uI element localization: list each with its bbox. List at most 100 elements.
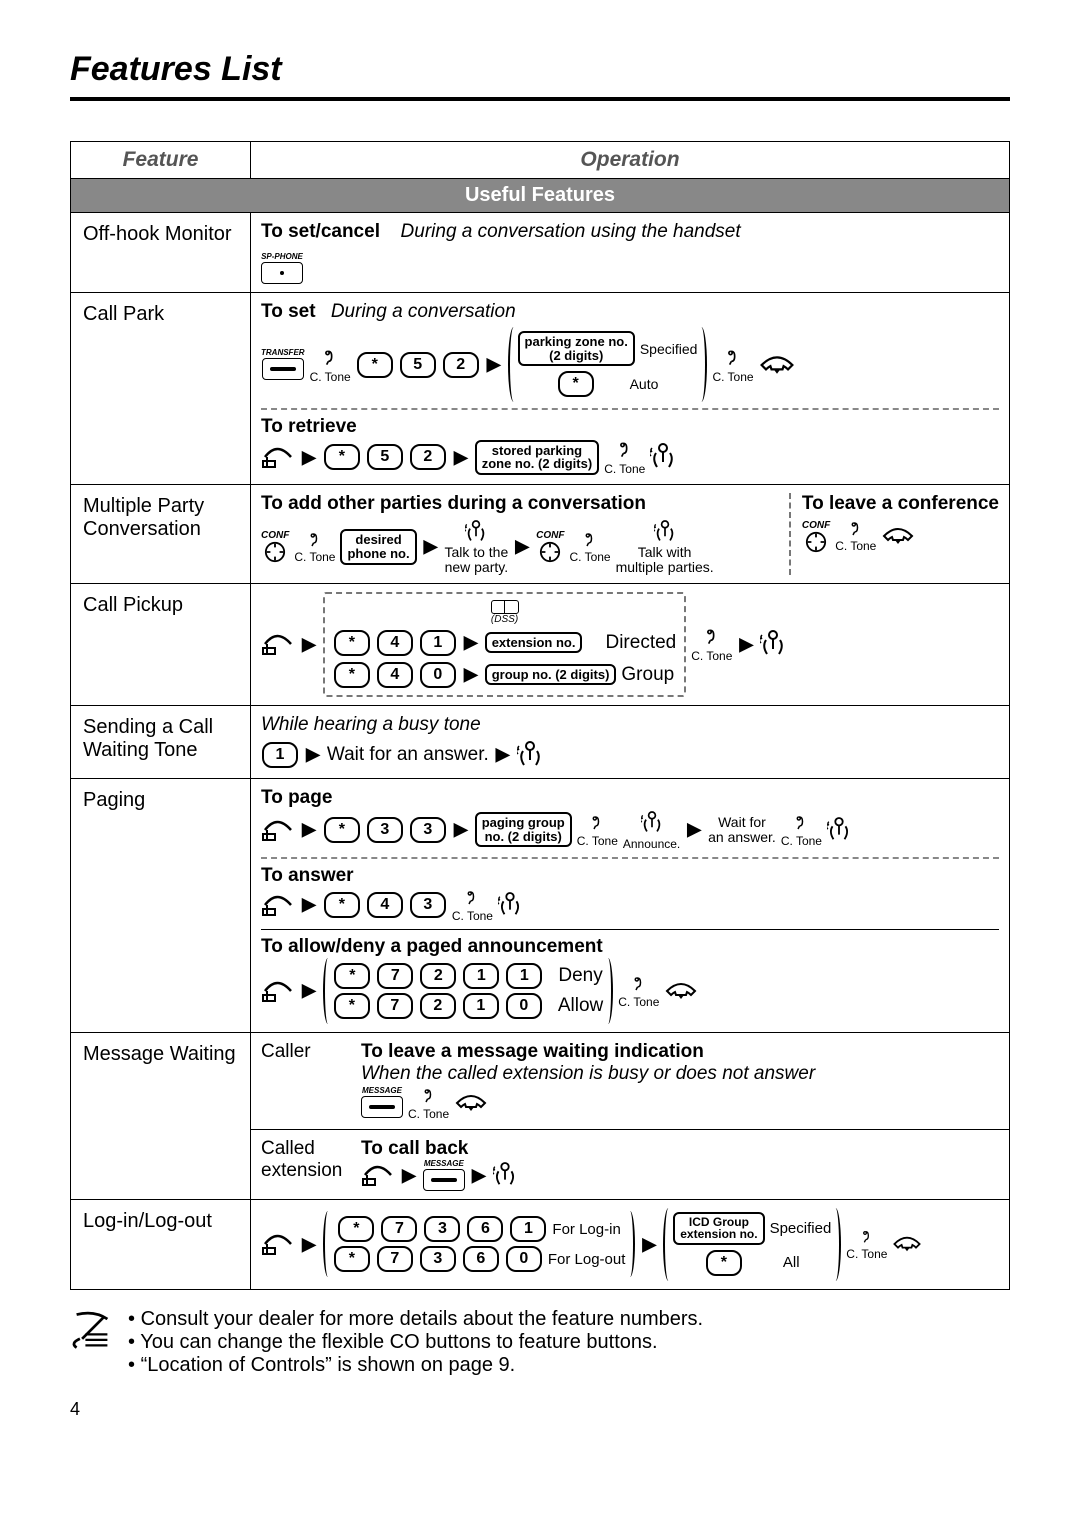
talk-icon <box>641 809 663 837</box>
offhook-icon <box>261 445 295 469</box>
footer-note: Consult your dealer for more details abo… <box>128 1308 703 1331</box>
ctone-icon <box>859 1227 875 1247</box>
feature-multiparty: Multiple Party Conversation <box>71 485 251 583</box>
stored-zone-entry: stored parkingzone no. (2 digits) <box>475 440 600 475</box>
label: While hearing a busy tone <box>261 714 481 735</box>
talk-icon <box>517 740 543 770</box>
message-button: MESSAGE <box>361 1087 403 1118</box>
handset-down-icon <box>892 1235 922 1253</box>
feature-callpickup: Call Pickup <box>71 583 251 705</box>
handset-down-icon <box>454 1093 488 1113</box>
label: When the called extension is busy or doe… <box>361 1063 815 1084</box>
label: During a conversation <box>331 301 516 323</box>
key-2: 2 <box>443 352 479 378</box>
offhook-icon <box>261 893 295 917</box>
ctone-icon <box>630 973 648 995</box>
arrow-icon: ▶ <box>737 634 755 655</box>
label: Caller <box>261 1041 356 1063</box>
col-feature: Feature <box>71 142 251 179</box>
title-rule <box>70 97 1010 101</box>
offhook-icon <box>261 979 295 1003</box>
ctone-icon <box>792 812 810 834</box>
paging-group-entry: paging groupno. (2 digits) <box>475 812 572 847</box>
talk-icon <box>493 1161 517 1189</box>
offhook-icon <box>361 1163 395 1187</box>
key-star: * <box>334 630 370 656</box>
ctone-icon <box>723 346 743 370</box>
key-5: 5 <box>367 444 403 470</box>
label: During a conversation using the handset <box>401 221 741 243</box>
page-number: 4 <box>70 1399 1010 1420</box>
talk-icon <box>498 891 522 919</box>
offhook-icon <box>261 818 295 842</box>
feature-paging: Paging <box>71 778 251 1032</box>
handset-down-icon <box>881 526 915 546</box>
notes-icon <box>70 1308 114 1377</box>
label: Auto <box>630 376 659 392</box>
parking-zone-entry: parking zone no.(2 digits) <box>518 331 635 366</box>
talk-icon <box>654 519 676 545</box>
label: To leave a conference <box>802 493 999 514</box>
key-2: 2 <box>410 444 446 470</box>
arrow-icon: ▶ <box>422 536 440 557</box>
ext-no-entry: extension no. <box>485 632 583 654</box>
offhook-icon <box>261 1232 295 1256</box>
feature-offhook: Off-hook Monitor <box>71 213 251 293</box>
label: To add other parties during a conversati… <box>261 493 646 514</box>
arrow-icon: ▶ <box>485 354 503 375</box>
key-star: * <box>334 662 370 688</box>
ctone-icon <box>847 519 865 539</box>
handset-down-icon <box>664 981 698 1001</box>
ctone-icon <box>702 625 722 649</box>
ctone-icon <box>581 530 599 550</box>
feature-msgwait: Message Waiting <box>71 1032 251 1199</box>
label: Specified <box>640 341 698 357</box>
talk-icon <box>650 442 676 472</box>
arrow-icon: ▶ <box>513 536 531 557</box>
feature-loginout: Log-in/Log-out <box>71 1199 251 1289</box>
page-title: Features List <box>70 50 1010 89</box>
label: C. Tone <box>712 370 753 384</box>
key-3: 3 <box>410 892 446 918</box>
offhook-icon <box>261 632 295 656</box>
arrow-icon: ▶ <box>300 634 318 655</box>
arrow-icon: ▶ <box>300 447 318 468</box>
arrow-icon: ▶ <box>452 447 470 468</box>
key-star: * <box>357 352 393 378</box>
conf-icon <box>805 531 827 553</box>
desired-phone-entry: desiredphone no. <box>340 529 416 564</box>
label: C. Tone <box>310 370 351 384</box>
talk-icon <box>827 816 851 844</box>
ctone-icon <box>306 530 324 550</box>
key-4: 4 <box>367 892 403 918</box>
key-4: 4 <box>377 662 413 688</box>
label: To page <box>261 787 332 808</box>
ctone-icon <box>320 346 340 370</box>
spphone-button: SP-PHONE <box>261 253 303 284</box>
footer-note: You can change the flexible CO buttons t… <box>128 1331 703 1354</box>
label: Called extension <box>261 1138 356 1182</box>
key-1: 1 <box>262 742 298 768</box>
ctone-icon <box>420 1085 438 1107</box>
conf-icon <box>264 541 286 563</box>
key-3: 3 <box>410 817 446 843</box>
footer-notes: Consult your dealer for more details abo… <box>70 1308 1010 1377</box>
label: To call back <box>361 1138 468 1159</box>
talk-icon <box>465 519 487 545</box>
key-star: * <box>324 444 360 470</box>
conf-icon <box>539 541 561 563</box>
key-1: 1 <box>420 630 456 656</box>
label: To set/cancel <box>261 221 380 243</box>
footer-note: “Location of Controls” is shown on page … <box>128 1354 703 1377</box>
key-4: 4 <box>377 630 413 656</box>
label: To answer <box>261 865 354 886</box>
key-star: * <box>558 371 594 397</box>
label: To retrieve <box>261 416 999 438</box>
label: To set <box>261 301 316 323</box>
message-button: MESSAGE <box>423 1160 465 1191</box>
key-star: * <box>324 817 360 843</box>
section-useful: Useful Features <box>71 179 1010 213</box>
col-operation: Operation <box>251 142 1010 179</box>
key-0: 0 <box>420 662 456 688</box>
key-star: * <box>324 892 360 918</box>
